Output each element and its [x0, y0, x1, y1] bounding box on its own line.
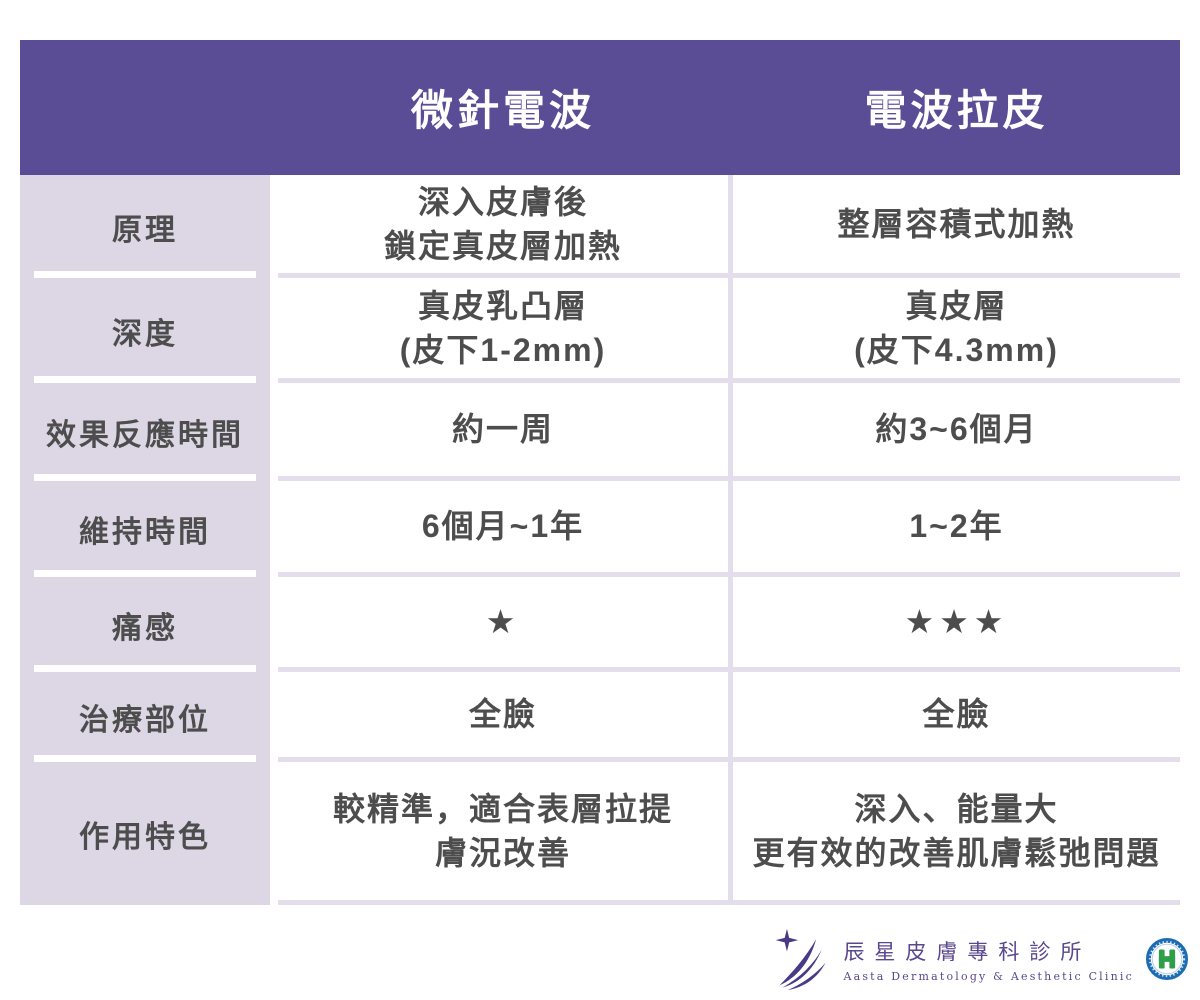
cell-text: (皮下4.3mm)	[854, 332, 1059, 368]
star-rating: ★★★	[904, 603, 1009, 641]
table-cell: 約一周	[278, 383, 728, 481]
cell-text: 6個月~1年	[421, 508, 585, 545]
table-cell: 全臉	[733, 672, 1180, 762]
cell-text: 較精準，適合表層拉提	[332, 790, 673, 827]
column-header-thermage: 電波拉皮	[864, 87, 1049, 134]
row-label-depth: 深度	[20, 278, 270, 383]
table-cell: 整層容積式加熱	[733, 175, 1180, 278]
star-rating: ★	[485, 603, 521, 641]
cell-text: 約一周	[451, 411, 554, 448]
pain-rating-three-stars: ★★★	[733, 577, 1180, 672]
cell-text: 膚況改善	[434, 835, 571, 871]
row-label-principle: 原理	[20, 175, 270, 278]
table-cell: 真皮乳凸層 (皮下1-2mm)	[278, 278, 728, 383]
pain-rating-one-star: ★	[278, 577, 728, 672]
table-body: 原理 深入皮膚後 鎖定真皮層加熱 整層容積式加熱 深度 真皮乳凸層 (皮下1-2…	[20, 175, 1180, 905]
accreditation-badge-icon	[1146, 938, 1188, 980]
cell-text: 約3~6個月	[875, 411, 1038, 448]
cell-text: 真皮層	[905, 287, 1008, 324]
brand-text-block: 辰星皮膚專科診所 Aasta Dermatology & Aesthetic C…	[843, 936, 1134, 983]
row-label-duration: 維持時間	[20, 481, 270, 577]
row-label-treatment-area: 治療部位	[20, 672, 270, 762]
cell-text: (皮下1-2mm)	[399, 332, 607, 368]
cell-text: 全臉	[922, 696, 991, 733]
cell-text: 深入皮膚後	[417, 183, 588, 220]
row-label-pain-level: 痛感	[20, 577, 270, 672]
table-cell: 真皮層 (皮下4.3mm)	[733, 278, 1180, 383]
row-label-features: 作用特色	[20, 762, 270, 905]
table-cell: 6個月~1年	[278, 481, 728, 577]
table-cell: 1~2年	[733, 481, 1180, 577]
row-label-effect-onset: 效果反應時間	[20, 383, 270, 481]
clinic-name-en: Aasta Dermatology & Aesthetic Clinic	[843, 969, 1134, 983]
table-cell: 約3~6個月	[733, 383, 1180, 481]
cell-text: 鎖定真皮層加熱	[383, 228, 622, 264]
clinic-brand-footer: 辰星皮膚專科診所 Aasta Dermatology & Aesthetic C…	[773, 924, 1188, 994]
comparison-table: 微針電波 電波拉皮 原理 深入皮膚後 鎖定真皮層加熱 整層容積式加熱 深度 真皮…	[20, 40, 1180, 905]
table-cell: 深入、能量大 更有效的改善肌膚鬆弛問題	[733, 762, 1180, 905]
cell-text: 整層容積式加熱	[837, 205, 1076, 242]
cell-text: 更有效的改善肌膚鬆弛問題	[752, 835, 1161, 871]
table-cell: 較精準，適合表層拉提 膚況改善	[278, 762, 728, 905]
table-header: 微針電波 電波拉皮	[20, 40, 1180, 175]
table-cell: 深入皮膚後 鎖定真皮層加熱	[278, 175, 728, 278]
column-header-microneedle-rf: 微針電波	[410, 87, 595, 134]
cell-text: 深入、能量大	[854, 790, 1059, 827]
table-cell: 全臉	[278, 672, 728, 762]
cell-text: 全臉	[468, 696, 537, 733]
column-divider	[728, 175, 733, 905]
wing-logo-icon	[776, 928, 826, 991]
clinic-name-zh: 辰星皮膚專科診所	[843, 939, 1092, 964]
cell-text: 1~2年	[909, 508, 1004, 545]
cell-text: 真皮乳凸層	[417, 287, 588, 324]
